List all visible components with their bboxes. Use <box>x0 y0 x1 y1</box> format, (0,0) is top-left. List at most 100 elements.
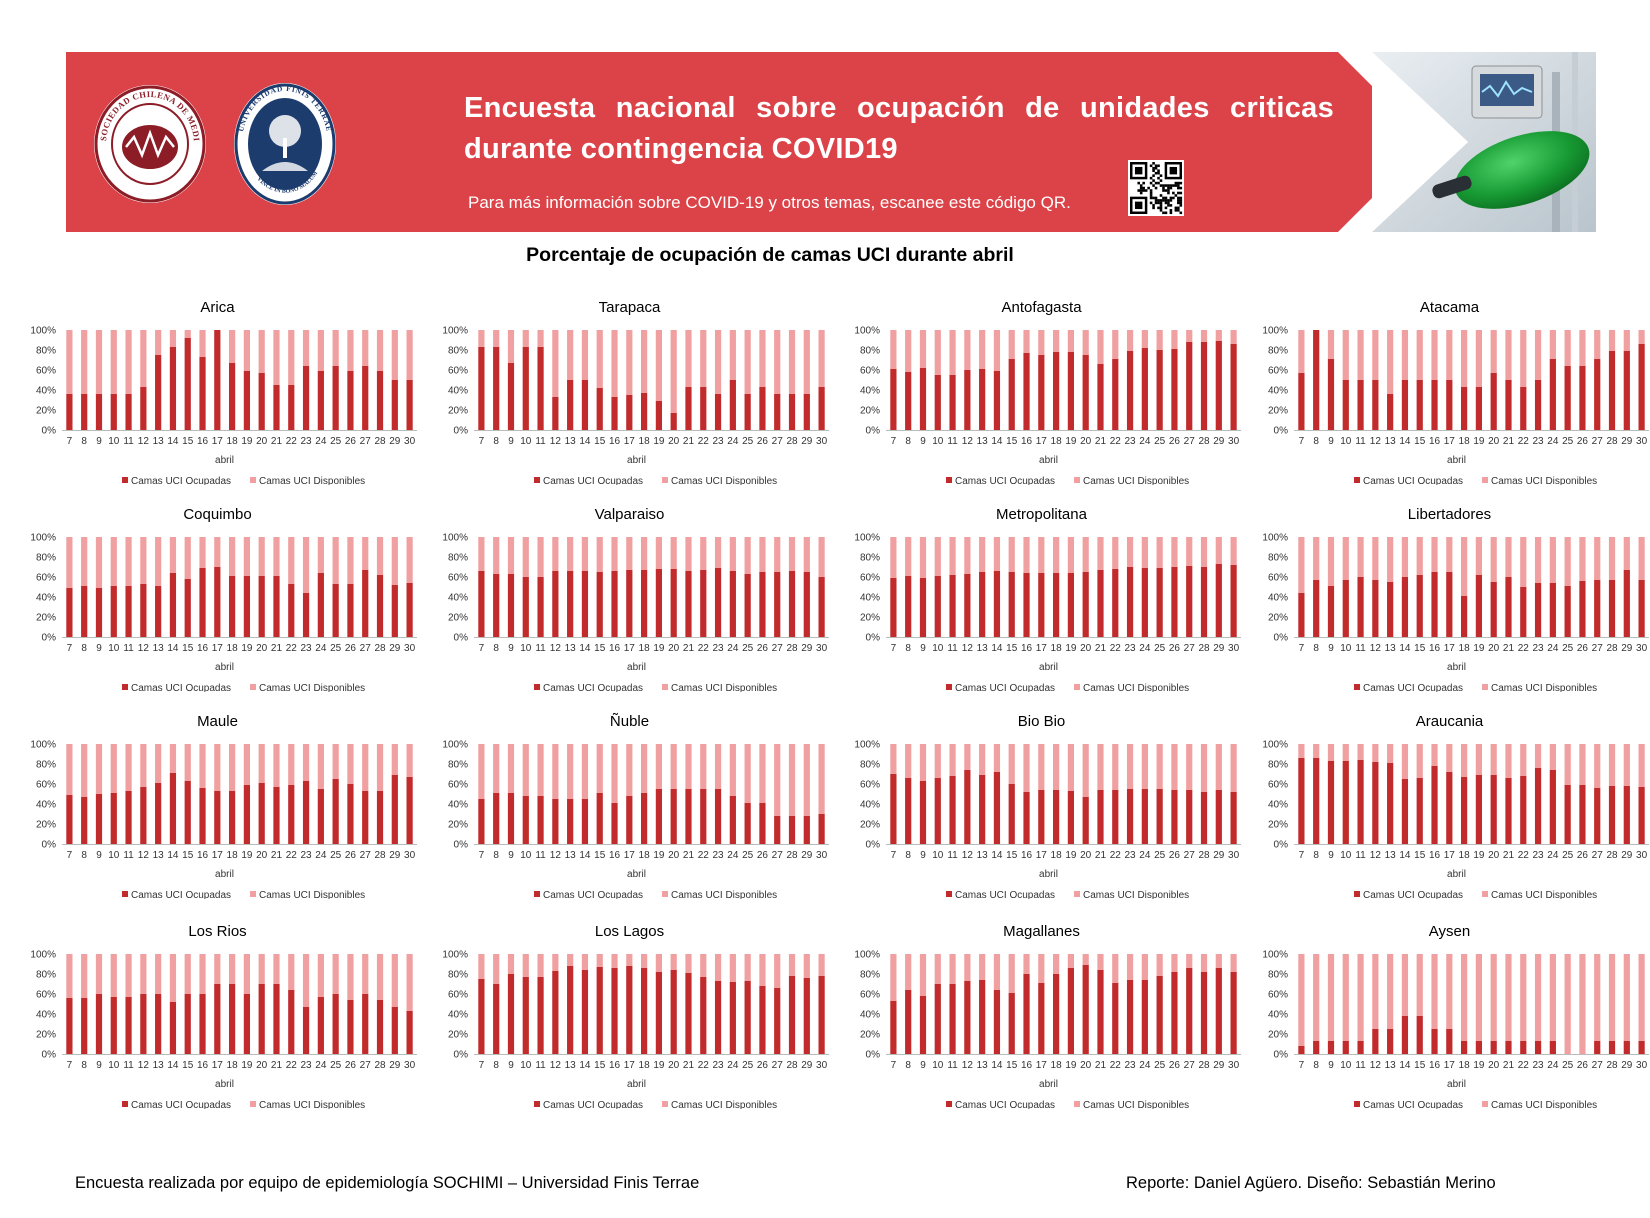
bar-occupied-19 <box>1067 352 1075 430</box>
bar-occupied-25 <box>1156 789 1163 844</box>
bar-occupied-26 <box>759 803 766 844</box>
x-tick-label: 26 <box>345 643 357 654</box>
bar-occupied-19 <box>1067 791 1075 844</box>
chart-svg: Los Lagos 0% 20% 40% 60% 80% 100% 7 8 9 10 11 12 13 14… <box>442 923 829 1111</box>
bar-occupied-18 <box>1460 387 1468 430</box>
x-tick-label: 9 <box>96 850 102 861</box>
bar-occupied-17 <box>1038 790 1045 844</box>
x-tick-label: 15 <box>1006 643 1018 654</box>
bar-available-18 <box>640 954 648 968</box>
bar-available-24 <box>1549 954 1556 1041</box>
bar-occupied-21 <box>1097 570 1104 637</box>
bar-occupied-20 <box>670 569 677 637</box>
bar-available-20 <box>1082 330 1089 355</box>
bar-available-11 <box>949 744 956 776</box>
x-tick-label: 23 <box>1533 850 1545 861</box>
x-tick-label: 27 <box>1592 1060 1604 1071</box>
bar-occupied-10 <box>522 577 529 637</box>
bar-available-29 <box>1215 330 1222 341</box>
bar-available-21 <box>1505 537 1512 577</box>
bar-occupied-7 <box>66 394 73 430</box>
bar-available-27 <box>1186 744 1193 790</box>
bar-occupied-13 <box>979 369 986 430</box>
bar-occupied-26 <box>759 986 766 1054</box>
bar-occupied-30 <box>406 1011 413 1054</box>
x-tick-label: 13 <box>1385 643 1397 654</box>
bar-occupied-24 <box>317 573 324 637</box>
bar-occupied-26 <box>1579 785 1586 844</box>
y-tick-label: 40% <box>448 800 468 811</box>
x-tick-label: 12 <box>1370 850 1382 861</box>
bar-occupied-19 <box>655 972 663 1054</box>
legend-occupied-swatch <box>1354 1101 1360 1107</box>
x-tick-label: 26 <box>1169 1060 1181 1071</box>
y-tick-label: 100% <box>442 740 468 751</box>
bar-available-20 <box>258 330 265 373</box>
x-tick-label: 10 <box>520 1060 532 1071</box>
bar-occupied-13 <box>155 783 162 844</box>
x-tick-label: 26 <box>757 643 769 654</box>
bar-available-8 <box>493 954 500 984</box>
bar-occupied-25 <box>1156 350 1163 430</box>
bar-occupied-29 <box>1623 1041 1630 1054</box>
bar-available-8 <box>905 537 912 576</box>
bar-occupied-17 <box>1038 573 1045 637</box>
y-tick-label: 80% <box>36 346 56 357</box>
x-tick-label: 21 <box>683 1060 695 1071</box>
x-tick-label: 22 <box>698 643 710 654</box>
x-tick-label: 15 <box>1414 436 1426 447</box>
bar-available-30 <box>1230 537 1237 565</box>
x-axis-label: abril <box>1447 662 1466 673</box>
bar-occupied-26 <box>1579 581 1586 637</box>
x-tick-label: 8 <box>1313 1060 1319 1071</box>
bar-occupied-16 <box>611 397 618 430</box>
bar-available-24 <box>1549 744 1556 770</box>
bar-occupied-12 <box>964 981 971 1054</box>
bar-occupied-10 <box>110 793 117 844</box>
x-tick-label: 23 <box>1125 1060 1137 1071</box>
x-tick-label: 18 <box>639 436 651 447</box>
bar-available-12 <box>964 537 971 574</box>
legend-available-swatch <box>1074 891 1080 897</box>
bar-occupied-13 <box>567 571 574 637</box>
bar-occupied-12 <box>1372 580 1379 637</box>
bar-occupied-15 <box>1008 784 1015 844</box>
bar-occupied-22 <box>288 785 295 844</box>
bar-available-16 <box>611 330 618 397</box>
x-tick-label: 18 <box>1051 436 1063 447</box>
bar-available-8 <box>905 330 912 372</box>
bar-occupied-23 <box>1126 567 1134 637</box>
x-tick-label: 30 <box>816 643 828 654</box>
bar-available-7 <box>1298 954 1305 1046</box>
bar-occupied-13 <box>567 799 574 844</box>
x-tick-label: 7 <box>479 643 485 654</box>
bar-occupied-11 <box>537 796 544 844</box>
x-tick-label: 15 <box>182 643 194 654</box>
bar-occupied-29 <box>391 775 398 844</box>
bar-available-7 <box>1298 537 1305 593</box>
bar-available-19 <box>655 744 663 789</box>
bar-occupied-21 <box>1505 577 1512 637</box>
x-tick-label: 29 <box>1621 850 1633 861</box>
x-tick-label: 7 <box>891 436 897 447</box>
bar-occupied-16 <box>1023 353 1030 430</box>
bar-available-11 <box>1357 954 1364 1041</box>
bar-available-10 <box>934 330 941 375</box>
y-tick-label: 40% <box>448 1010 468 1021</box>
bar-occupied-17 <box>214 984 221 1054</box>
x-tick-label: 24 <box>727 850 739 861</box>
y-tick-label: 60% <box>448 573 468 584</box>
bar-available-10 <box>934 744 941 778</box>
x-tick-label: 21 <box>683 850 695 861</box>
bar-occupied-29 <box>1215 341 1222 430</box>
chart-title: Ñuble <box>610 713 649 730</box>
qr-code[interactable] <box>1128 160 1184 216</box>
x-tick-label: 14 <box>991 850 1003 861</box>
bar-available-21 <box>1097 330 1104 364</box>
chart-atacama: Atacama 0% 20% 40% 60% 80% 100% 7 8 9 10 11 12 13 14 15… <box>1252 290 1650 487</box>
bar-available-29 <box>1215 954 1222 968</box>
x-tick-label: 24 <box>1139 436 1151 447</box>
bar-available-10 <box>110 744 117 793</box>
x-tick-label: 27 <box>772 643 784 654</box>
bar-available-13 <box>1387 330 1394 394</box>
